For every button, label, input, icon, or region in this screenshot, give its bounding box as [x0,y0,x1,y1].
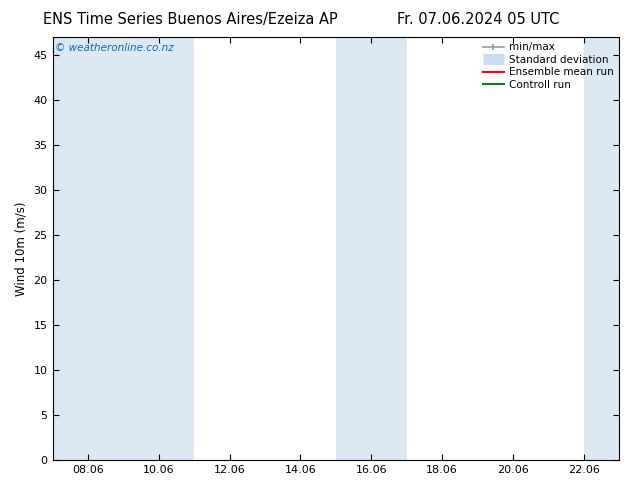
Bar [124,37,194,460]
Text: Fr. 07.06.2024 05 UTC: Fr. 07.06.2024 05 UTC [398,12,560,27]
Bar [583,37,619,460]
Bar [53,37,124,460]
Legend: min/max, Standard deviation, Ensemble mean run, Controll run: min/max, Standard deviation, Ensemble me… [481,40,616,92]
Text: ENS Time Series Buenos Aires/Ezeiza AP: ENS Time Series Buenos Aires/Ezeiza AP [43,12,337,27]
Y-axis label: Wind 10m (m/s): Wind 10m (m/s) [15,201,28,296]
Bar [336,37,406,460]
Text: © weatheronline.co.nz: © weatheronline.co.nz [55,44,174,53]
